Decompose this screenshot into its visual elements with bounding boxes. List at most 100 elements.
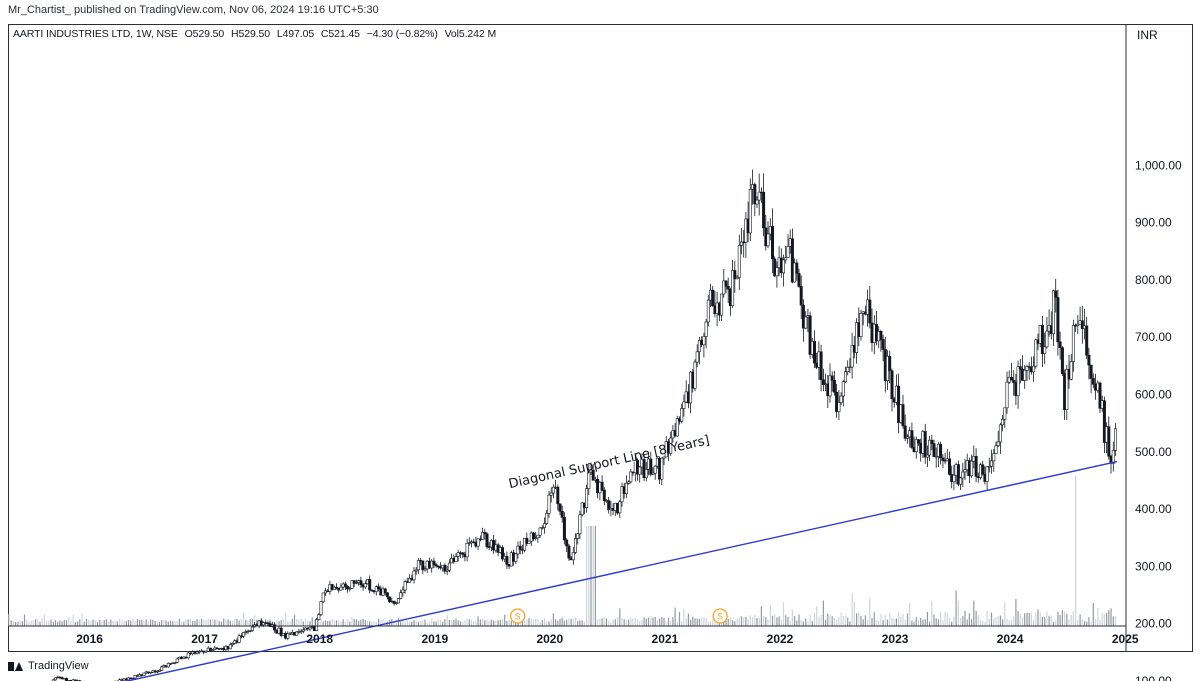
candle [841,379,845,407]
candle [244,629,248,635]
y-axis-ticks: 1,000.00 900.00 800.00 700.00 600.00 500.00 40… [1135,158,1182,681]
candle [618,499,622,518]
volume-bar [1106,612,1108,626]
candle [321,592,325,603]
volume-bar [428,620,431,626]
volume-bar [546,621,548,626]
volume-bar [900,617,902,626]
volume-bar [338,620,340,626]
volume-bar [1061,610,1063,626]
volume-bar [249,619,251,626]
candle [624,475,628,499]
volume-bar [77,621,79,626]
symbol-name[interactable]: AARTI INDUSTRIES LTD, 1W, NSE [13,28,178,40]
volume-bar [570,618,572,626]
volume-bar [539,621,541,626]
x-tick-label: 2016 [76,632,103,646]
candle [837,390,841,421]
volume-bar [782,602,785,626]
volume-bar [581,620,583,626]
volume-bar [528,618,530,626]
candle [423,566,427,572]
volume-bar [563,620,565,626]
volume-bar [1008,620,1010,626]
volume-bar [898,612,900,626]
candle [266,622,270,627]
tradingview-logo[interactable]: TradingView [8,660,89,672]
candle [970,454,974,478]
volume-bar [293,614,296,626]
volume-bar [223,618,225,626]
candle [562,512,566,545]
candle [527,540,531,544]
volume-bar [809,614,811,626]
candle [916,439,920,446]
volume-bar [92,619,94,626]
volume-bar [909,603,911,626]
volume-bar [504,614,506,626]
candle [538,527,542,538]
volume-bar [105,619,107,626]
volume-bar [608,621,610,626]
volume-bar [860,615,862,626]
candle [1056,289,1060,356]
candle [753,182,757,217]
volume-bar [333,619,335,626]
volume-bar [672,617,674,626]
candle [932,439,936,458]
svg-text:S: S [717,612,723,622]
candle [693,359,697,392]
volume-bar [665,621,667,626]
candle [799,275,803,320]
volume-bar [30,620,32,626]
volume-bar [309,621,311,626]
candle [846,360,850,376]
volume-bar [123,620,125,626]
volume-bar [1041,617,1043,626]
volume-bar [532,619,535,626]
volume-bar [304,618,307,626]
volume-bar [1046,611,1048,626]
candle [804,311,808,330]
volume-bar [727,618,729,626]
volume-bar [209,619,211,626]
volume-bar [572,618,574,626]
volume-bar [1033,619,1035,626]
volume-bar [1004,602,1006,626]
volume-bar [780,619,782,626]
candle [388,596,392,603]
candle [288,631,292,635]
candle [53,677,57,681]
volume-bar [875,620,878,626]
candle [830,371,834,392]
volume-bar [705,617,707,626]
volume-bar [420,621,422,626]
volume-bar [490,619,492,626]
candle [412,567,416,584]
volume-bar [683,608,685,626]
volume-bar [17,621,19,626]
candle [832,370,836,396]
volume-bar [738,617,740,626]
volume-bar [984,621,986,626]
volume-bar [594,526,596,626]
volume-bar [566,619,568,626]
volume-bar [610,621,612,626]
candle [359,576,363,588]
candle [1060,346,1064,376]
candle [914,436,918,459]
candle [890,368,894,412]
volume-bar [451,620,453,626]
candle [956,460,960,487]
volume-bar [408,621,411,626]
volume-bar [150,619,152,626]
volume-bar [1079,614,1081,626]
candle [237,633,241,644]
candle [724,280,728,293]
candle [770,208,774,273]
volume-bar [904,619,906,626]
volume-bar [601,618,603,626]
volume-bar [1097,608,1099,626]
candle [1034,338,1038,369]
